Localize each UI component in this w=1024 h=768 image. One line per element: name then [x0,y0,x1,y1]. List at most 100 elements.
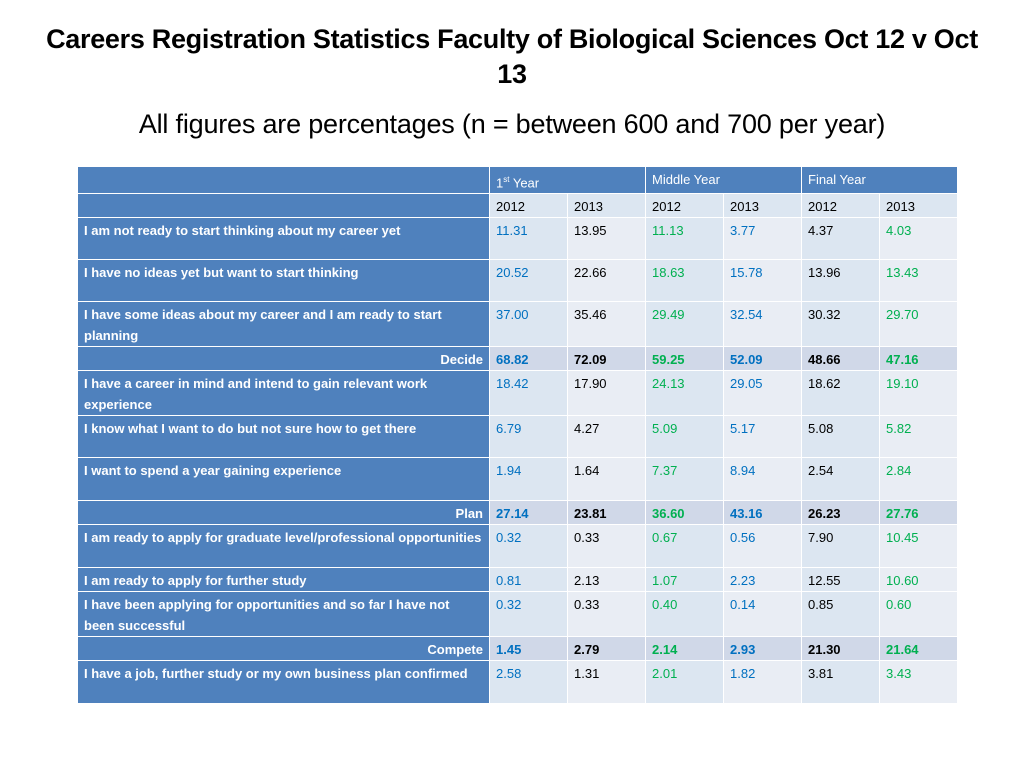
row-label: I have some ideas about my career and I … [77,301,490,348]
value-cell: 7.90 [801,524,880,569]
subtotal-value: 59.25 [645,346,724,372]
table-row: I have some ideas about my career and I … [77,301,958,348]
value-cell: 18.63 [645,259,724,303]
subtotal-value: 2.79 [567,636,646,662]
subtotal-value: 68.82 [489,346,568,372]
row-label: I have been applying for opportunities a… [77,591,490,638]
slide-subtitle: All figures are percentages (n = between… [138,109,886,139]
header-group-final-year: Final Year [801,165,958,195]
row-label: I have a career in mind and intend to ga… [77,370,490,417]
subtotal-value: 21.64 [879,636,958,662]
value-cell: 29.05 [723,370,802,417]
subtotal-value: 2.14 [645,636,724,662]
value-cell: 6.79 [489,415,568,459]
table-row: I am not ready to start thinking about m… [77,217,958,261]
value-cell: 3.77 [723,217,802,261]
value-cell: 3.43 [879,660,958,705]
subtotal-row-decide: Decide 68.82 72.09 59.25 52.09 48.66 47.… [77,346,958,372]
table-row: I know what I want to do but not sure ho… [77,415,958,459]
value-cell: 35.46 [567,301,646,348]
header-group-first-year: 1st Year [489,165,646,195]
value-cell: 10.45 [879,524,958,569]
value-cell: 1.07 [645,567,724,593]
value-cell: 11.13 [645,217,724,261]
value-cell: 2.58 [489,660,568,705]
value-cell: 1.64 [567,457,646,502]
row-label: I have a job, further study or my own bu… [77,660,490,705]
value-cell: 17.90 [567,370,646,417]
value-cell: 19.10 [879,370,958,417]
value-cell: 10.60 [879,567,958,593]
row-label: I know what I want to do but not sure ho… [77,415,490,459]
value-cell: 0.56 [723,524,802,569]
value-cell: 24.13 [645,370,724,417]
value-cell: 13.95 [567,217,646,261]
subtotal-value: 47.16 [879,346,958,372]
value-cell: 0.60 [879,591,958,638]
value-cell: 11.31 [489,217,568,261]
value-cell: 0.40 [645,591,724,638]
subtotal-row-compete: Compete 1.45 2.79 2.14 2.93 21.30 21.64 [77,636,958,662]
subtotal-label: Compete [77,636,490,662]
subtotal-label: Decide [77,346,490,372]
subtotal-value: 72.09 [567,346,646,372]
value-cell: 2.13 [567,567,646,593]
value-cell: 30.32 [801,301,880,348]
value-cell: 15.78 [723,259,802,303]
subtotal-value: 36.60 [645,500,724,526]
row-label: I want to spend a year gaining experienc… [77,457,490,502]
value-cell: 0.14 [723,591,802,638]
value-cell: 3.81 [801,660,880,705]
header-group-middle-year: Middle Year [645,165,802,195]
value-cell: 13.43 [879,259,958,303]
year-header: 2013 [723,193,802,219]
value-cell: 18.62 [801,370,880,417]
year-header: 2013 [879,193,958,219]
table-row: I have been applying for opportunities a… [77,591,958,638]
subtotal-value: 43.16 [723,500,802,526]
value-cell: 5.17 [723,415,802,459]
header-blank-cell [77,165,490,195]
subtotal-value: 52.09 [723,346,802,372]
value-cell: 4.37 [801,217,880,261]
value-cell: 2.01 [645,660,724,705]
value-cell: 2.54 [801,457,880,502]
subtotal-value: 21.30 [801,636,880,662]
subtotal-value: 48.66 [801,346,880,372]
subtotal-value: 27.76 [879,500,958,526]
year-header: 2012 [645,193,724,219]
subtotal-row-plan: Plan 27.14 23.81 36.60 43.16 26.23 27.76 [77,500,958,526]
value-cell: 0.85 [801,591,880,638]
year-header: 2012 [801,193,880,219]
subtotal-value: 26.23 [801,500,880,526]
statistics-table: 1st Year Middle Year Final Year 2012 201… [77,165,958,705]
value-cell: 5.09 [645,415,724,459]
value-cell: 18.42 [489,370,568,417]
table-row: I am ready to apply for further study 0.… [77,567,958,593]
value-cell: 13.96 [801,259,880,303]
table-row: I am ready to apply for graduate level/p… [77,524,958,569]
value-cell: 2.84 [879,457,958,502]
table-row: I want to spend a year gaining experienc… [77,457,958,502]
row-label: I am not ready to start thinking about m… [77,217,490,261]
subtotal-label: Plan [77,500,490,526]
row-label: I am ready to apply for further study [77,567,490,593]
year-header: 2013 [567,193,646,219]
slide-title: Careers Registration Statistics Faculty … [46,24,978,89]
years-blank-cell [77,193,490,219]
value-cell: 22.66 [567,259,646,303]
value-cell: 0.32 [489,591,568,638]
value-cell: 2.23 [723,567,802,593]
value-cell: 1.94 [489,457,568,502]
value-cell: 8.94 [723,457,802,502]
value-cell: 32.54 [723,301,802,348]
table-row: I have no ideas yet but want to start th… [77,259,958,303]
value-cell: 29.49 [645,301,724,348]
value-cell: 0.33 [567,524,646,569]
table-row: I have a job, further study or my own bu… [77,660,958,705]
value-cell: 5.08 [801,415,880,459]
row-label: I am ready to apply for graduate level/p… [77,524,490,569]
value-cell: 1.82 [723,660,802,705]
value-cell: 4.27 [567,415,646,459]
year-header: 2012 [489,193,568,219]
